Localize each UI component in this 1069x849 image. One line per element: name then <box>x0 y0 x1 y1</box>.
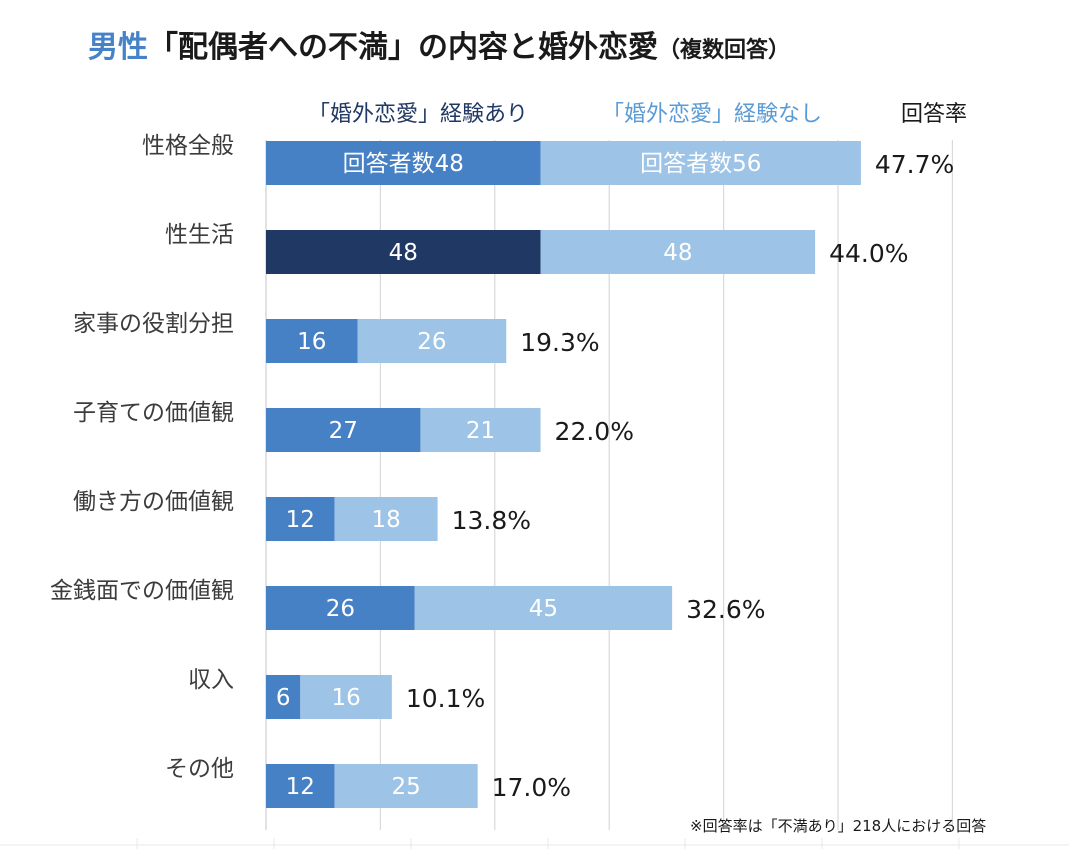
bar-value-label-without-affair: 21 <box>466 418 495 444</box>
bar-with-affair <box>266 319 358 363</box>
bar-value-label-without-affair: 45 <box>529 596 558 622</box>
chart-title: 男性「配偶者への不満」の内容と婚外恋愛（複数回答） <box>88 22 988 72</box>
bar-value-label-without-affair: 18 <box>371 507 400 533</box>
category-label: その他 <box>165 756 234 782</box>
category-label: 働き方の価値観 <box>73 489 234 515</box>
bar-with-affair <box>266 230 541 274</box>
bar-with-affair <box>266 408 421 452</box>
bar-value-label-without-affair: 16 <box>331 685 360 711</box>
bar-without-affair <box>357 319 507 363</box>
legend-item-without-affair: 「婚外恋愛」経験なし <box>602 102 822 127</box>
rate-label: 32.6% <box>686 595 765 624</box>
category-label: 収入 <box>188 667 234 693</box>
bar-without-affair <box>300 675 392 719</box>
bar-value-label-with-affair: 回答者数48 <box>343 151 464 177</box>
bar-value-label-with-affair: 6 <box>276 685 291 711</box>
category-label: 性生活 <box>165 222 234 248</box>
category-label: 性格全般 <box>142 133 234 159</box>
bar-without-affair <box>420 408 541 452</box>
rate-header: 回答率 <box>901 102 967 127</box>
rate-label: 17.0% <box>492 773 571 802</box>
bar-value-label-without-affair: 25 <box>391 774 420 800</box>
bar-with-affair <box>266 586 415 630</box>
bar-value-label-with-affair: 16 <box>297 329 326 355</box>
chart-title-highlight: 男性 <box>88 30 148 65</box>
bar-value-label-without-affair: 48 <box>663 240 692 266</box>
rate-label: 44.0% <box>829 239 908 268</box>
bar-without-affair <box>334 497 438 541</box>
category-label: 金銭面での価値観 <box>50 578 234 604</box>
footnote: ※回答率は「不満あり」218人における回答 <box>690 817 987 835</box>
category-label: 子育ての価値観 <box>73 400 234 426</box>
bar-without-affair <box>540 230 816 274</box>
rate-label: 13.8% <box>452 506 531 535</box>
bar-value-label-with-affair: 27 <box>329 418 358 444</box>
bar-value-label-with-affair: 12 <box>286 774 315 800</box>
rate-label: 19.3% <box>520 328 599 357</box>
bar-value-label-with-affair: 48 <box>389 240 418 266</box>
bar-value-label-with-affair: 12 <box>286 507 315 533</box>
bar-with-affair <box>266 141 541 185</box>
category-label: 家事の役割分担 <box>73 311 234 337</box>
bar-with-affair <box>266 675 301 719</box>
rate-label: 47.7% <box>875 150 954 179</box>
legend-item-with-affair: 「婚外恋愛」経験あり <box>308 102 528 127</box>
rate-label: 10.1% <box>406 684 485 713</box>
bar-without-affair <box>414 586 673 630</box>
bar-value-label-without-affair: 26 <box>417 329 446 355</box>
rate-label: 22.0% <box>555 417 634 446</box>
bar-with-affair <box>266 764 335 808</box>
chart-title-suffix: （複数回答） <box>658 38 791 63</box>
bar-value-label-with-affair: 26 <box>326 596 355 622</box>
chart-title-main: 「配偶者への不満」の内容と婚外恋愛 <box>148 30 658 65</box>
bar-value-label-without-affair: 回答者数56 <box>640 151 761 177</box>
bar-without-affair <box>334 764 478 808</box>
bar-with-affair <box>266 497 335 541</box>
bar-without-affair <box>540 141 861 185</box>
